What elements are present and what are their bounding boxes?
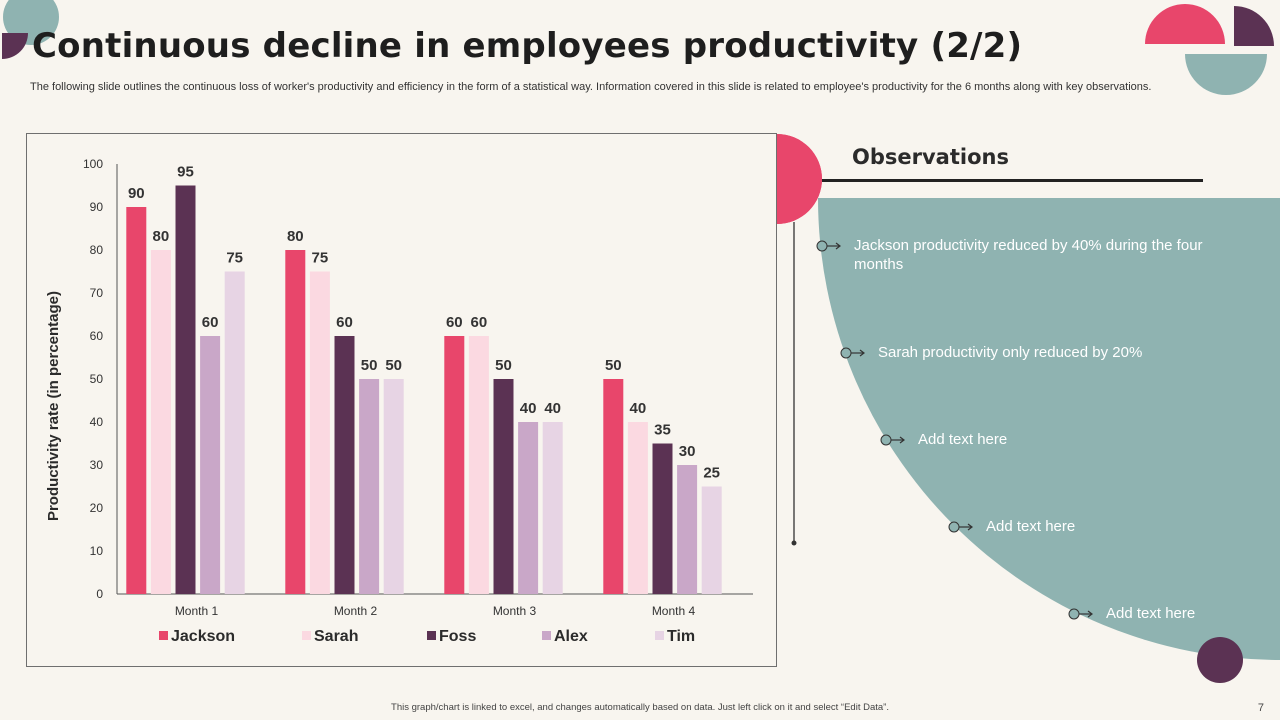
observation-item: Add text here [879, 430, 1218, 450]
deco-plum-half-topleft [2, 33, 28, 59]
legend-label-jackson: Jackson [171, 628, 235, 645]
bar-foss [334, 336, 355, 594]
bar-foss [493, 379, 514, 594]
bar-value-label: 35 [654, 422, 671, 439]
observations-divider [822, 179, 1203, 182]
y-tick-label: 50 [90, 372, 104, 386]
deco-pink-semicircle-topright [1145, 4, 1225, 44]
legend-swatch-tim [655, 631, 664, 640]
bar-value-label: 80 [153, 228, 170, 245]
y-tick-label: 20 [90, 501, 104, 515]
observation-text: Add text here [986, 518, 1076, 535]
bar-tim [542, 422, 563, 594]
bar-alex [677, 465, 698, 594]
observation-item: Add text here [947, 517, 1246, 537]
legend-label-alex: Alex [554, 628, 588, 645]
y-tick-label: 0 [96, 587, 103, 601]
bar-foss [652, 443, 673, 594]
bar-value-label: 75 [226, 250, 243, 267]
y-tick-label: 30 [90, 458, 104, 472]
legend-swatch-sarah [302, 631, 311, 640]
y-tick-label: 90 [90, 200, 104, 214]
bullet-arrow-icon [839, 343, 873, 363]
legend-label-tim: Tim [667, 628, 695, 645]
bar-sarah [468, 336, 489, 594]
bar-value-label: 60 [202, 314, 219, 331]
observations-title: Observations [852, 145, 1009, 169]
page-title: Continuous decline in employees producti… [32, 26, 1023, 66]
bar-value-label: 60 [336, 314, 353, 331]
bar-value-label: 40 [544, 400, 561, 417]
bar-value-label: 40 [630, 400, 647, 417]
footer-note: This graph/chart is linked to excel, and… [391, 702, 889, 713]
bar-value-label: 50 [605, 357, 622, 374]
legend-label-sarah: Sarah [314, 628, 358, 645]
bar-foss [175, 185, 196, 594]
bar-value-label: 80 [287, 228, 304, 245]
observation-item: Add text here [1067, 604, 1276, 624]
legend-swatch-foss [427, 631, 436, 640]
legend-label-foss: Foss [439, 628, 476, 645]
bar-tim [701, 486, 722, 594]
observation-text: Sarah productivity only reduced by 20% [878, 344, 1143, 361]
page-number: 7 [1257, 702, 1264, 714]
y-axis-label: Productivity rate (in percentage) [45, 291, 62, 521]
legend-swatch-jackson [159, 631, 168, 640]
legend-swatch-alex [542, 631, 551, 640]
bar-tim [224, 271, 245, 594]
page-subtitle: The following slide outlines the continu… [30, 81, 1152, 93]
bar-jackson [126, 207, 147, 594]
bar-alex [359, 379, 380, 594]
bar-value-label: 75 [312, 250, 329, 267]
bar-alex [200, 336, 221, 594]
x-category-label: Month 4 [652, 604, 696, 618]
bar-sarah [150, 250, 171, 594]
x-category-label: Month 1 [175, 604, 219, 618]
bullet-arrow-icon [947, 517, 981, 537]
observations-teal-arc [818, 198, 1280, 660]
connector-line-dot [791, 540, 797, 546]
bar-value-label: 30 [679, 443, 696, 460]
bar-alex [518, 422, 539, 594]
observation-item: Sarah productivity only reduced by 20% [839, 343, 1228, 363]
bullet-arrow-icon [815, 236, 849, 256]
bar-sarah [627, 422, 648, 594]
y-tick-label: 80 [90, 243, 104, 257]
deco-plum-quarter-topright [1234, 6, 1274, 46]
x-category-label: Month 3 [493, 604, 537, 618]
y-tick-label: 70 [90, 286, 104, 300]
bar-value-label: 50 [361, 357, 378, 374]
observation-item: Jackson productivity reduced by 40% duri… [815, 236, 1204, 274]
y-tick-label: 40 [90, 415, 104, 429]
bullet-arrow-icon [1067, 604, 1101, 624]
bar-value-label: 25 [703, 465, 720, 482]
bar-value-label: 60 [471, 314, 488, 331]
bar-jackson [444, 336, 465, 594]
observation-text: Jackson productivity reduced by 40% duri… [854, 237, 1203, 273]
bar-value-label: 50 [385, 357, 402, 374]
bar-value-label: 40 [520, 400, 537, 417]
bar-sarah [309, 271, 330, 594]
chart-container[interactable]: 0 10 20 30 40 50 60 70 80 90 100 Productivity rate … [26, 133, 777, 667]
observation-text: Add text here [918, 431, 1008, 448]
x-category-label: Month 2 [334, 604, 378, 618]
observation-text: Add text here [1106, 605, 1196, 622]
bar-value-label: 95 [177, 164, 194, 181]
deco-teal-semicircle-topright [1185, 54, 1267, 95]
bar-value-label: 60 [446, 314, 463, 331]
bar-chart: 0 10 20 30 40 50 60 70 80 90 100 Productivity rate … [45, 157, 753, 645]
y-tick-label: 100 [83, 157, 103, 171]
bar-jackson [285, 250, 306, 594]
deco-plum-circle-bottom [1197, 637, 1243, 683]
bar-tim [383, 379, 404, 594]
bar-value-label: 90 [128, 185, 145, 202]
bar-value-label: 50 [495, 357, 512, 374]
bar-jackson [603, 379, 624, 594]
y-tick-label: 10 [90, 544, 104, 558]
bullet-arrow-icon [879, 430, 913, 450]
y-tick-label: 60 [90, 329, 104, 343]
